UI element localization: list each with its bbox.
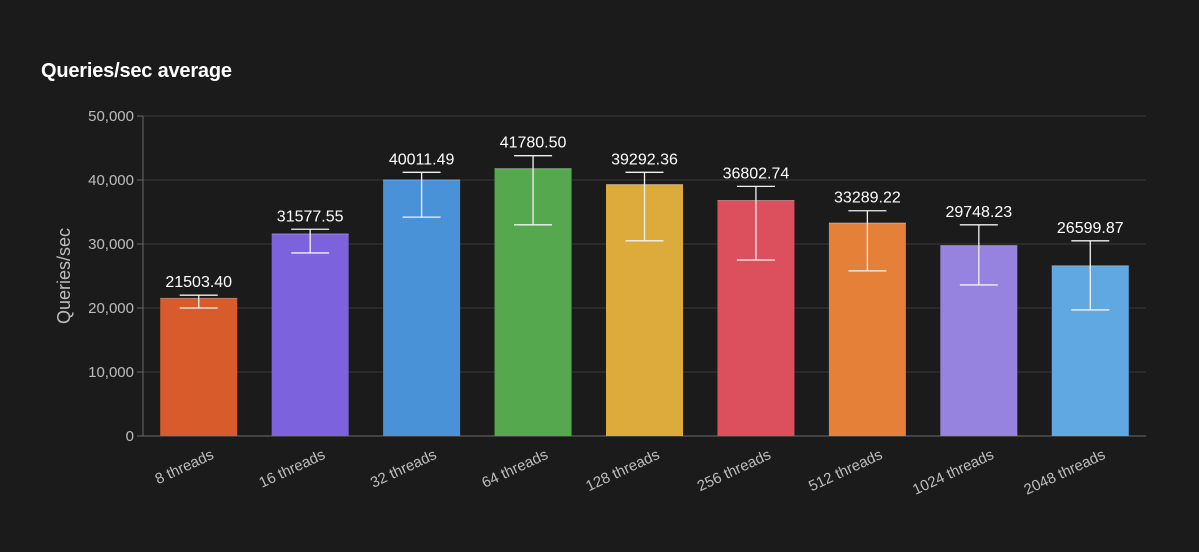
x-tick-label: 64 threads [479,446,550,491]
y-tick-label: 10,000 [88,364,134,381]
x-tick-label: 16 threads [256,446,327,491]
y-tick-label: 30,000 [88,236,134,253]
y-tick-label: 20,000 [88,300,134,317]
bar [160,298,238,436]
y-tick-label: 50,000 [88,108,134,125]
bars [160,168,1129,437]
chart-title: Queries/sec average [41,60,232,82]
x-tick-label: 256 threads [695,446,774,495]
y-tick-label: 40,000 [88,172,134,189]
data-label: 26599.87 [1057,220,1124,237]
x-tick-label: 1024 threads [910,446,997,498]
data-label: 39292.36 [611,151,678,168]
x-tick-labels: 8 threads 16 threads 32 threads 64 threads 1… [153,446,1108,498]
error-bars [179,155,1110,311]
bar [271,233,349,436]
x-tick-label: 512 threads [806,446,885,495]
data-label: 31577.55 [277,208,344,225]
y-tick-label: 0 [126,428,134,445]
x-tick-label: 32 threads [368,446,439,491]
y-axis-title: Queries/sec [54,228,74,324]
bar [383,179,461,437]
data-label: 36802.74 [723,165,790,182]
data-label: 40011.49 [389,151,455,168]
x-tick-label: 128 threads [583,446,662,495]
data-label: 41780.50 [500,135,567,152]
data-label: 29748.23 [945,204,1012,221]
data-label: 33289.22 [834,190,901,207]
x-tick-label: 8 threads [153,446,217,488]
data-label: 21503.40 [165,274,232,291]
data-labels: 21503.40 31577.55 40011.49 41780.50 39292.36… [165,135,1123,292]
x-tick-label: 2048 threads [1021,446,1108,498]
